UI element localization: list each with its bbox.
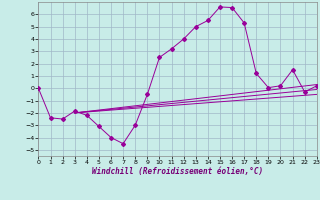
X-axis label: Windchill (Refroidissement éolien,°C): Windchill (Refroidissement éolien,°C) — [92, 167, 263, 176]
